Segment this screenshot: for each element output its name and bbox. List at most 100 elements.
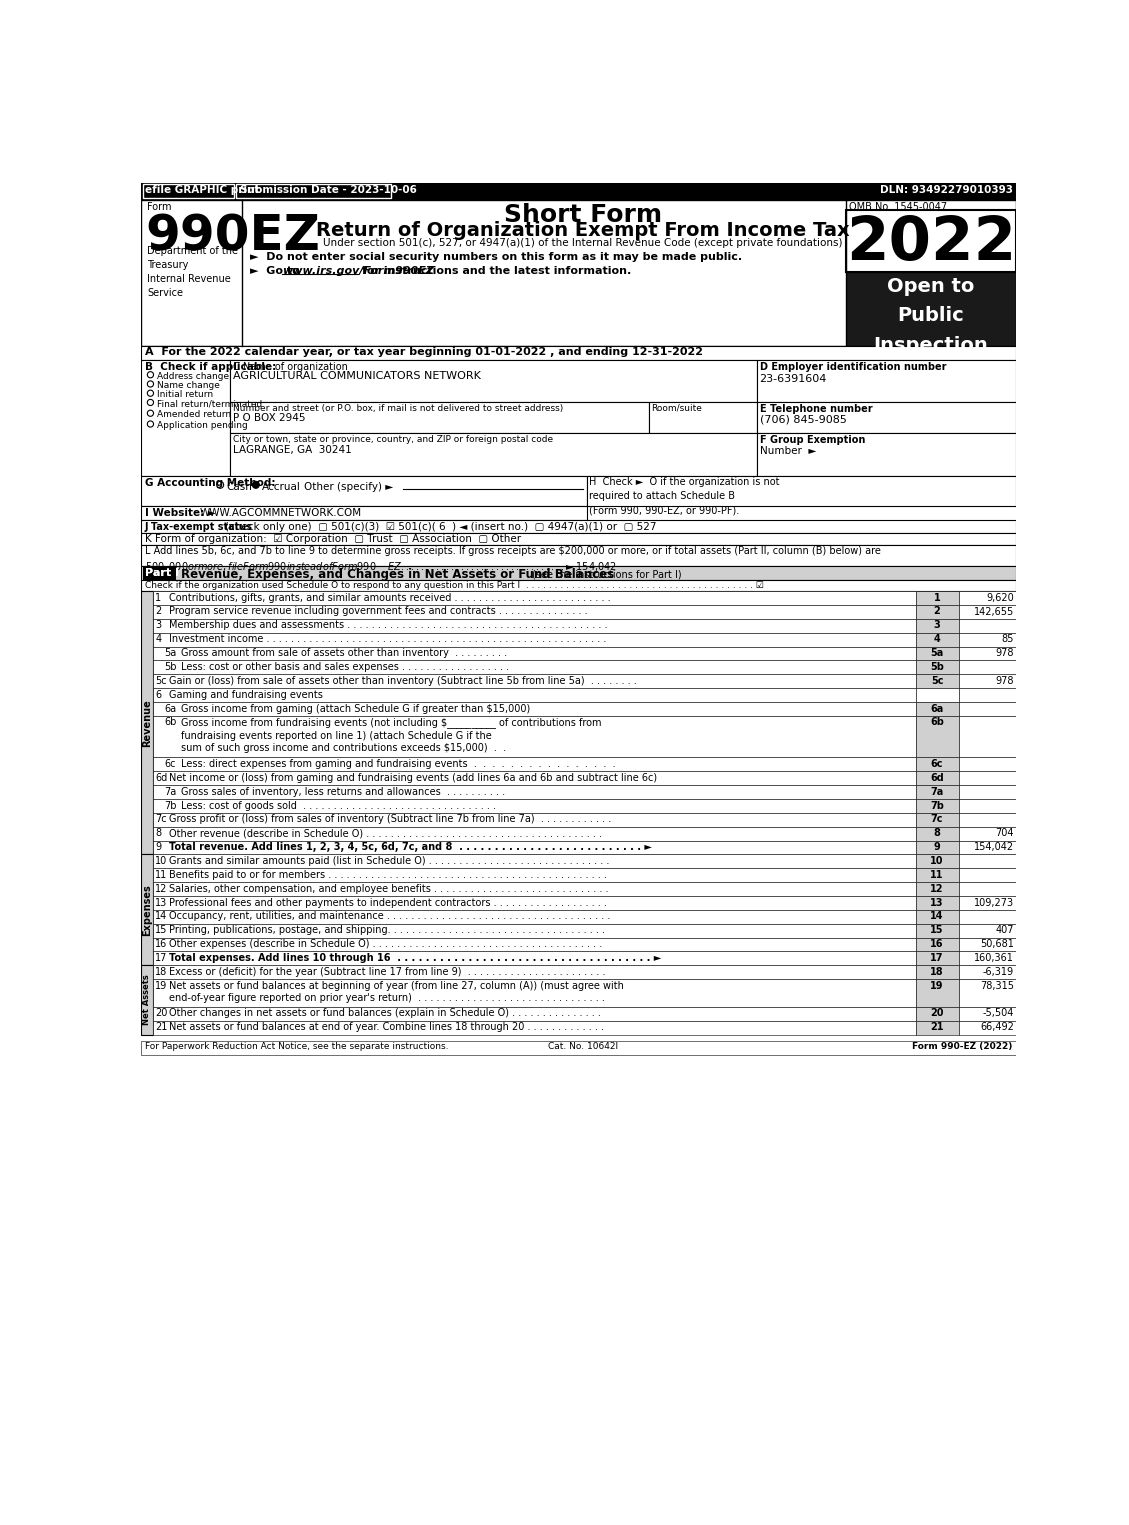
Bar [152,1006,916,1020]
Text: 13: 13 [930,898,944,907]
Text: 21: 21 [930,1022,944,1032]
Bar [141,183,1016,200]
Bar [916,952,959,965]
Bar [152,881,916,897]
Text: E Telephone number: E Telephone number [760,404,873,413]
Bar [916,868,959,881]
Text: 6b: 6b [930,717,944,727]
Text: Contributions, gifts, grants, and similar amounts received . . . . . . . . . . .: Contributions, gifts, grants, and simila… [169,593,611,602]
Text: for instructions and the latest information.: for instructions and the latest informat… [358,267,631,276]
Text: WWW.AGCOMMNETWORK.COM: WWW.AGCOMMNETWORK.COM [199,508,361,518]
Text: 7c: 7c [930,814,944,825]
Bar [141,360,230,476]
Bar [758,360,1016,403]
Text: 17: 17 [155,953,167,962]
Bar [152,952,916,965]
Bar [152,785,916,799]
Text: LAGRANGE, GA  30241: LAGRANGE, GA 30241 [233,445,351,454]
Bar [142,185,234,198]
Bar [758,403,1016,433]
Text: 7c: 7c [155,814,167,825]
Bar [959,897,1016,910]
Bar [959,813,1016,827]
Text: Occupancy, rent, utilities, and maintenance . . . . . . . . . . . . . . . . . . : Occupancy, rent, utilities, and maintena… [169,912,611,921]
Bar [916,979,959,1007]
Bar [916,881,959,897]
Bar [916,688,959,702]
Text: 11: 11 [155,869,167,880]
Text: Gross income from gaming (attach Schedule G if greater than $15,000): Gross income from gaming (attach Schedul… [182,703,531,714]
Text: Form: Form [147,203,172,212]
Bar [959,910,1016,924]
Text: 66,492: 66,492 [980,1022,1014,1032]
Bar [916,897,959,910]
Text: 990EZ: 990EZ [145,212,320,261]
Bar [959,785,1016,799]
Text: 4: 4 [934,634,940,644]
Circle shape [253,482,260,488]
Bar [141,592,152,854]
Text: 154,042: 154,042 [973,842,1014,852]
Text: 19: 19 [155,981,167,991]
Bar [916,938,959,952]
Bar [916,592,959,605]
Text: Investment income . . . . . . . . . . . . . . . . . . . . . . . . . . . . . . . : Investment income . . . . . . . . . . . … [169,634,606,644]
Text: J Tax-exempt status: J Tax-exempt status [145,522,253,532]
Bar [152,660,916,674]
Text: 6: 6 [155,689,161,700]
Bar [587,476,1016,506]
Text: Final return/terminated: Final return/terminated [157,400,262,409]
Text: 6c: 6c [930,759,944,769]
Text: Cat. No. 10642I: Cat. No. 10642I [548,1042,618,1051]
Bar [916,910,959,924]
Text: Other revenue (describe in Schedule O) . . . . . . . . . . . . . . . . . . . . .: Other revenue (describe in Schedule O) .… [169,828,602,839]
Bar [916,799,959,813]
Bar [152,772,916,785]
Bar [916,827,959,840]
Text: 5b: 5b [930,662,944,673]
Text: Address change: Address change [157,372,229,381]
Text: 3: 3 [934,621,940,630]
Bar [141,532,1016,544]
Text: 6c: 6c [165,759,176,769]
Text: 21: 21 [155,1022,167,1032]
Text: Net assets or fund balances at beginning of year (from line 27, column (A)) (mus: Net assets or fund balances at beginning… [169,981,624,1003]
Bar [152,868,916,881]
Text: Gross amount from sale of assets other than inventory  . . . . . . . . .: Gross amount from sale of assets other t… [182,648,508,659]
Text: 10: 10 [155,856,167,866]
Bar [916,854,959,868]
Bar [152,702,916,715]
Bar [959,799,1016,813]
Bar [152,854,916,868]
Text: F Group Exemption: F Group Exemption [760,435,865,445]
Text: 10: 10 [930,856,944,866]
Bar [959,715,1016,758]
Bar [152,965,916,979]
Bar [959,688,1016,702]
Text: 6b: 6b [165,717,177,727]
Bar [152,674,916,688]
Text: Gross income from fundraising events (not including $__________ of contributions: Gross income from fundraising events (no… [182,717,602,753]
Text: 7a: 7a [930,787,944,796]
Text: Revenue: Revenue [142,698,152,747]
Bar [143,567,176,580]
Text: Other changes in net assets or fund balances (explain in Schedule O) . . . . . .: Other changes in net assets or fund bala… [169,1008,601,1019]
Bar [959,647,1016,660]
Bar [152,715,916,758]
Text: Under section 501(c), 527, or 4947(a)(1) of the Internal Revenue Code (except pr: Under section 501(c), 527, or 4947(a)(1)… [323,238,842,249]
Text: Net Assets: Net Assets [142,974,151,1025]
Bar [152,619,916,633]
Text: Total revenue. Add lines 1, 2, 3, 4, 5c, 6d, 7c, and 8  . . . . . . . . . . . . : Total revenue. Add lines 1, 2, 3, 4, 5c,… [169,842,651,852]
Bar [916,840,959,854]
Text: Other expenses (describe in Schedule O) . . . . . . . . . . . . . . . . . . . . : Other expenses (describe in Schedule O) … [169,939,602,949]
Text: 18: 18 [155,967,167,978]
Text: Gaming and fundraising events: Gaming and fundraising events [169,689,323,700]
Text: Grants and similar amounts paid (list in Schedule O) . . . . . . . . . . . . . .: Grants and similar amounts paid (list in… [169,856,610,866]
Text: 6d: 6d [930,773,944,782]
Text: Number  ►: Number ► [760,447,816,456]
Bar [916,633,959,647]
Text: 14: 14 [155,912,167,921]
Text: 5a: 5a [165,648,176,659]
Text: Gain or (loss) from sale of assets other than inventory (Subtract line 5b from l: Gain or (loss) from sale of assets other… [169,676,637,686]
Text: 704: 704 [996,828,1014,839]
